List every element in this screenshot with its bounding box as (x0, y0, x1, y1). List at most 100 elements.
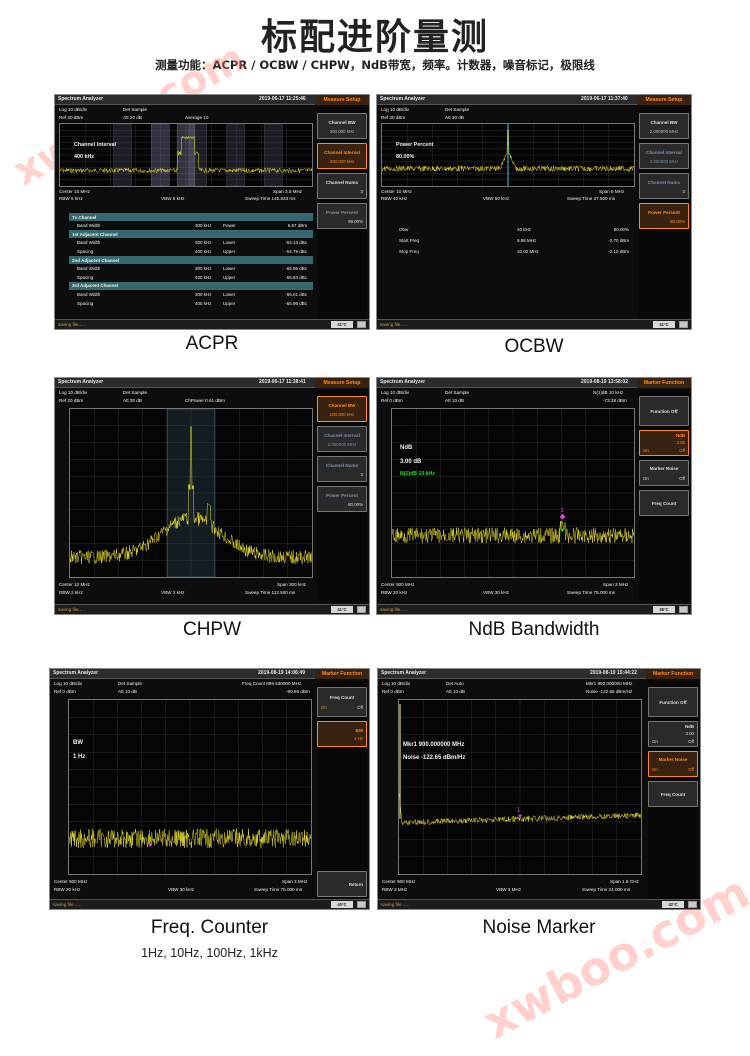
menu-title[interactable]: Marker Function (315, 669, 369, 679)
softkey-channel-interval[interactable]: Channel Interval 2.000000 MHz (639, 143, 689, 169)
temperature-badge: 41°C (653, 321, 675, 328)
table-cell: 80.00% (613, 226, 629, 232)
title-bar: Spectrum Analyzer 2019-06-17 11:25:46 Me… (55, 95, 369, 105)
status-bar: saving file...... 41°C (377, 319, 691, 329)
attenuation: Att 10 dB (445, 398, 464, 403)
menu-title[interactable]: Measure Setup (637, 95, 691, 105)
app-name: Spectrum Analyzer (58, 96, 104, 102)
table-cell: Spacing (77, 248, 94, 254)
table-cell: Power (223, 223, 236, 229)
table-cell: 6.57 dBm (287, 223, 307, 229)
softkey-function-off[interactable]: Function Off (639, 396, 689, 426)
marker-readout: N(1)dB 10 kHz (593, 390, 624, 395)
table-section-header: 3rd Adjacent Channel (69, 281, 313, 290)
menu-title[interactable]: Marker Function (637, 378, 691, 388)
softkey-channel-nums[interactable]: Channel Nums 3 (317, 456, 367, 482)
center-freq: Center 900 MHz (381, 582, 415, 587)
status-text: saving file...... (53, 902, 82, 907)
table-cell: 400 kHz (195, 248, 212, 254)
softkey-freq-count[interactable]: Freq Count (639, 490, 689, 516)
span: Span 300 kHz (277, 582, 306, 587)
table-cell: Lower (223, 291, 236, 297)
softkey-freq-count[interactable]: Freq Count On Off (317, 687, 367, 717)
rbw: RBW 2 kHz (59, 590, 83, 595)
title-bar: Spectrum Analyzer 2019-06-17 11:38:41 Me… (55, 378, 369, 388)
channel-power: ChPower 0.61 dBm (185, 398, 225, 403)
annotation-result: N(1)dB 10 kHz (400, 471, 435, 477)
channel-band (264, 124, 283, 186)
ref-level: Ref 20 dBm (59, 115, 84, 120)
spectrum-plot[interactable] (69, 408, 313, 578)
channel-band (113, 124, 132, 186)
table-row: Band Width 300 kHz Power 6.57 dBm (69, 222, 313, 230)
table-cell: 40 kHz (517, 226, 532, 232)
usb-icon (357, 901, 366, 908)
softkey-marker-noise[interactable]: Marker Noise On Off (648, 751, 698, 777)
main-channel-band (176, 124, 196, 186)
table-row: Band Width 300 kHz Lower -55.96 dBc (69, 265, 313, 273)
app-name: Spectrum Analyzer (380, 379, 426, 385)
spectrum-plot[interactable]: 1 Mkr1 900.000000 MHz Noise -122.65 dBm/… (398, 699, 642, 875)
softkey-panel: Channel BW 300.000 kHz Channel Interval 40… (317, 107, 367, 319)
status-bar: saving file...... 38°C (377, 604, 691, 614)
softkey-channel-bw[interactable]: Channel BW 100.000 kHz (317, 396, 367, 422)
spectrum-trace (392, 520, 634, 544)
table-cell: Band Width (77, 240, 101, 246)
sweep-time: Sweep Time 75.000 ms (567, 590, 616, 595)
status-bar: saving file...... 41°C (55, 319, 369, 329)
spectrum-trace (382, 129, 634, 173)
ref-level: Ref 0 dBm (382, 689, 404, 694)
softkey-channel-nums[interactable]: Channel Nums 3 (639, 173, 689, 199)
status-text: saving file...... (380, 607, 409, 612)
softkey-channel-interval[interactable]: Channel Interval 2.000000 MHz (317, 426, 367, 452)
softkey-marker-noise[interactable]: Marker Noise On Off (639, 460, 689, 486)
table-section-header: Tx Channel (69, 213, 313, 221)
spectrum-plot[interactable]: Power Percent 80.00% (381, 123, 635, 187)
usb-icon (679, 321, 688, 328)
softkey-power-percent[interactable]: Power Percent 80.00% (317, 486, 367, 512)
status-text: saving file...... (58, 607, 87, 612)
vbw: VBW 30 kHz (168, 887, 195, 892)
log-scale: Log 10 dB/div (381, 107, 410, 112)
vbw: VBW 3 kHz (161, 590, 185, 595)
spectrum-plot[interactable]: Channel Interval 400 kHz (59, 123, 313, 187)
spectrum-plot[interactable]: BW 1 Hz (68, 699, 312, 875)
detector: Det Sample (123, 107, 148, 112)
table-cell: Spacing (77, 274, 94, 280)
log-scale: Log 10 dB/div (59, 107, 88, 112)
vbw: VBW 30 kHz (483, 590, 510, 595)
softkey-channel-bw[interactable]: Channel BW 300.000 kHz (317, 113, 367, 139)
menu-title[interactable]: Measure Setup (315, 95, 369, 105)
timestamp: 2019-08-19 13:58:02 (581, 379, 628, 385)
softkey-channel-bw[interactable]: Channel BW 2.000000 MHz (639, 113, 689, 139)
annotation-value: 3.00 dB (400, 459, 422, 465)
softkey-power-percent[interactable]: Power Percent 99.00% (317, 203, 367, 229)
marker-readout: Mkr1 900.000000 MHz (586, 681, 633, 686)
softkey-freq-count[interactable]: Freq Count (648, 781, 698, 807)
center-freq: Center 900 MHz (54, 879, 88, 884)
temperature-badge: 42°C (662, 901, 684, 908)
table-row: Spacing 400 kHz Upper -55.96 dBc (69, 299, 313, 307)
softkey-ndb[interactable]: NdB 3.00 On Off (639, 430, 689, 456)
softkey-power-percent[interactable]: Power Percent 80.00% (639, 203, 689, 229)
softkey-channel-interval[interactable]: Channel Interval 400.000 kHz (317, 143, 367, 169)
table-cell: -2.10 dBm (608, 248, 629, 254)
attenuation: Att 20 dB (123, 115, 142, 120)
softkey-bw[interactable]: BW 1 Hz (317, 721, 367, 747)
spectrum-plot[interactable]: 1 NdB 3.00 dB N(1)dB 10 kHz (391, 408, 635, 578)
annotation-value: 400 kHz (74, 154, 95, 160)
softkey-channel-nums[interactable]: Channel Nums 3 (317, 173, 367, 199)
annotation-label: NdB (400, 445, 413, 451)
app-name: Spectrum Analyzer (381, 670, 427, 676)
softkey-function-off[interactable]: Function Off (648, 687, 698, 717)
menu-title[interactable]: Measure Setup (315, 378, 369, 388)
table-cell: Start Freq (399, 237, 420, 243)
softkey-ndb[interactable]: NdB 3.00 On Off (648, 721, 698, 747)
menu-title[interactable]: Marker Function (646, 669, 700, 679)
ocbw-results-table: Obw 40 kHz 80.00% Start Freq 9.98 MHz -2.70 d… (391, 225, 635, 261)
usb-icon (357, 606, 366, 613)
ndb-screen: Spectrum Analyzer 2019-08-19 13:58:02 Ma… (376, 377, 692, 615)
title-bar: Spectrum Analyzer 2019-08-19 13:58:02 Ma… (377, 378, 691, 388)
softkey-return[interactable]: Return (317, 871, 367, 897)
spectrum-trace (70, 426, 312, 565)
